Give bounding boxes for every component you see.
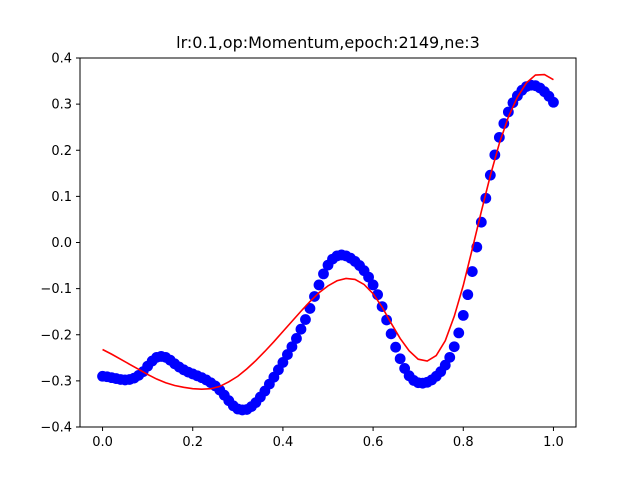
scatter-point (453, 327, 465, 339)
x-tick-label: 1.0 (543, 435, 564, 450)
y-tick-label: −0.3 (40, 374, 72, 389)
scatter-series (97, 79, 559, 416)
scatter-point (286, 341, 298, 353)
scatter-point (439, 359, 451, 371)
chart-title: lr:0.1,op:Momentum,epoch:2149,ne:3 (176, 33, 480, 52)
y-tick-label: 0.0 (51, 236, 72, 251)
scatter-point (385, 328, 397, 340)
scatter-point (480, 192, 492, 204)
scatter-point (367, 279, 379, 291)
y-tick-label: −0.2 (40, 328, 72, 343)
y-tick-label: 0.1 (51, 190, 72, 205)
scatter-point (277, 357, 289, 368)
fit-line (102, 73, 554, 390)
scatter-point (444, 351, 456, 363)
x-tick-label: 0.6 (363, 435, 384, 450)
scatter-point (363, 271, 374, 283)
y-tick-label: 0.2 (51, 144, 72, 159)
scatter-point (282, 349, 293, 360)
plot-area (97, 73, 559, 416)
y-tick-label: 0.3 (51, 98, 72, 113)
scatter-point (448, 341, 460, 353)
scatter-point (318, 268, 329, 280)
y-tick-label: −0.1 (40, 282, 72, 297)
y-tick-label: −0.4 (40, 421, 72, 436)
x-tick-label: 0.4 (273, 435, 294, 450)
scatter-point (291, 333, 302, 344)
x-tick-label: 0.0 (92, 435, 113, 450)
scatter-point (462, 289, 474, 301)
x-tick-label: 0.8 (453, 435, 474, 450)
scatter-point (466, 266, 478, 277)
scatter-point (390, 341, 402, 353)
scatter-point (457, 309, 469, 321)
scatter-point (295, 323, 307, 335)
scatter-point (381, 314, 393, 326)
scatter-point (300, 314, 311, 325)
y-tick-label: 0.4 (51, 52, 72, 67)
scatter-point (313, 279, 325, 291)
x-tick-label: 0.2 (182, 435, 203, 450)
scatter-point (304, 303, 316, 314)
scatter-point (394, 353, 406, 365)
axes: 0.0 0.2 0.4 0.6 0.8 1.0 −0.4 −0.3 −0.2 −0.1 0.0 0.1… (40, 52, 577, 450)
scatter-point (548, 96, 559, 108)
